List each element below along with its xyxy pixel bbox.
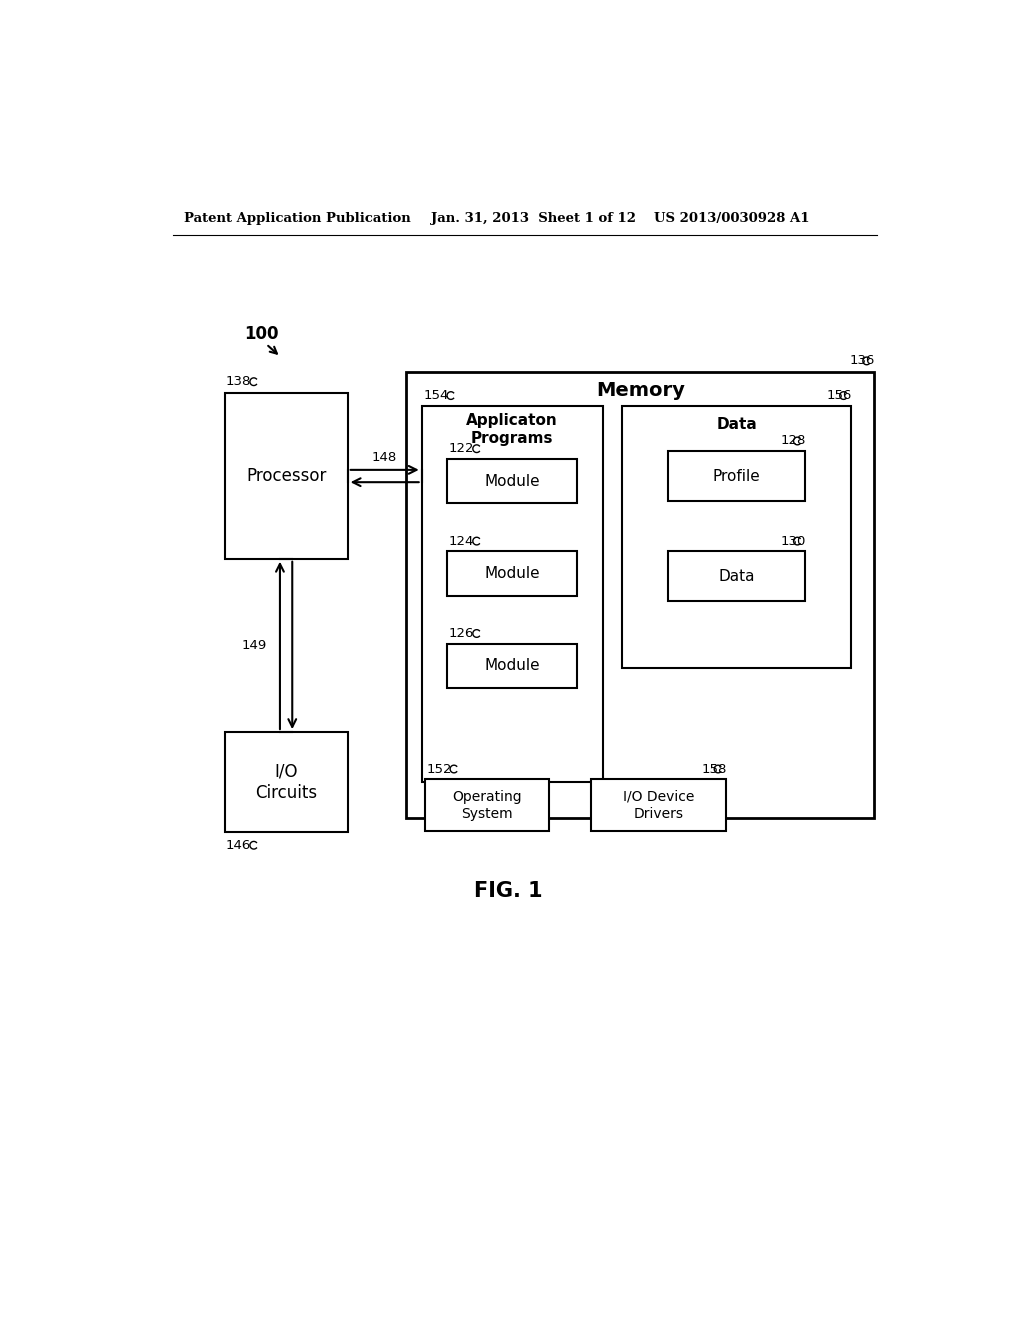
Text: Operating
System: Operating System [453, 789, 522, 821]
Bar [224, 733, 348, 832]
Bar [425, 779, 550, 832]
Text: 136: 136 [850, 354, 876, 367]
Text: Module: Module [484, 474, 540, 488]
Text: Profile: Profile [713, 469, 761, 483]
Text: Data: Data [718, 569, 755, 583]
Bar [447, 644, 577, 688]
Bar [407, 372, 874, 817]
Text: 146: 146 [226, 838, 251, 851]
Bar [668, 552, 805, 601]
Text: 126: 126 [449, 627, 474, 640]
Text: Memory: Memory [596, 381, 685, 400]
Text: Patent Application Publication: Patent Application Publication [184, 213, 412, 224]
Text: Data: Data [716, 417, 757, 433]
Text: Processor: Processor [246, 467, 327, 484]
Text: 138: 138 [226, 375, 252, 388]
Text: US 2013/0030928 A1: US 2013/0030928 A1 [654, 213, 810, 224]
Bar [447, 459, 577, 503]
Text: 130: 130 [780, 535, 806, 548]
Text: 158: 158 [701, 763, 726, 776]
Bar [447, 552, 577, 595]
Bar [422, 407, 602, 781]
Text: 149: 149 [241, 639, 266, 652]
Text: Applicaton
Programs: Applicaton Programs [466, 413, 558, 446]
Bar [668, 451, 805, 502]
Text: 128: 128 [780, 434, 806, 447]
Text: 148: 148 [372, 451, 397, 465]
Text: Jan. 31, 2013  Sheet 1 of 12: Jan. 31, 2013 Sheet 1 of 12 [431, 213, 636, 224]
Bar [591, 779, 726, 832]
Bar [224, 393, 348, 558]
Text: 156: 156 [826, 389, 852, 403]
Text: Module: Module [484, 659, 540, 673]
Text: 154: 154 [423, 389, 449, 403]
Text: I/O
Circuits: I/O Circuits [255, 762, 317, 803]
Text: 100: 100 [245, 325, 279, 343]
Text: 122: 122 [449, 442, 474, 455]
Text: Module: Module [484, 566, 540, 581]
Bar [622, 407, 851, 668]
Text: 152: 152 [426, 763, 452, 776]
Text: FIG. 1: FIG. 1 [473, 882, 542, 902]
Text: I/O Device
Drivers: I/O Device Drivers [623, 789, 694, 821]
Text: 124: 124 [449, 535, 474, 548]
